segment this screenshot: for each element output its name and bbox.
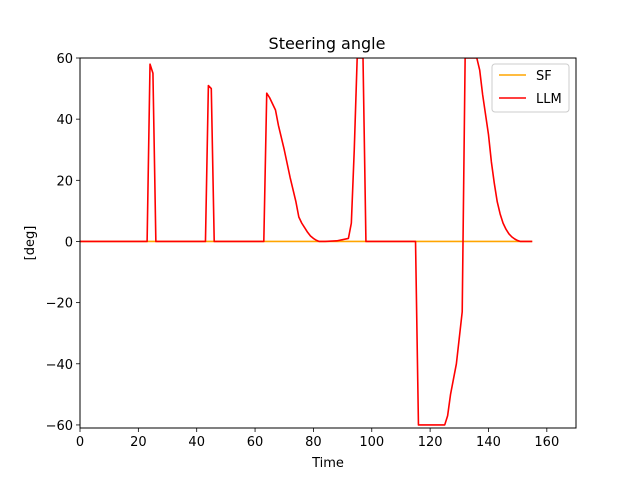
- x-tick-label: 80: [305, 435, 322, 450]
- legend-box: [491, 63, 570, 113]
- x-tick-label: 20: [130, 435, 147, 450]
- x-tick-label: 160: [534, 435, 559, 450]
- x-tick-label: 120: [418, 435, 443, 450]
- x-axis-label: Time: [311, 456, 344, 471]
- y-tick-label: −60: [46, 419, 73, 434]
- axes-frame: [79, 57, 577, 429]
- y-tick-label: −20: [46, 297, 73, 312]
- y-tick-label: 20: [56, 174, 73, 189]
- x-tick-label: 60: [247, 435, 264, 450]
- series-layer: [80, 58, 533, 426]
- legend: SF LLM: [491, 63, 570, 113]
- y-axis-ticks: −60 −40 −20 0 20 40 60: [46, 52, 80, 434]
- y-tick-label: 60: [56, 52, 73, 67]
- plot-area: [79, 57, 577, 429]
- x-tick-label: 100: [359, 435, 384, 450]
- x-tick-label: 140: [476, 435, 501, 450]
- y-tick-label: 40: [56, 113, 73, 128]
- chart-title: Steering angle: [269, 34, 386, 53]
- x-axis-ticks: 0 20 40 60 80 100 120 140 160: [76, 428, 559, 450]
- legend-label-sf: SF: [536, 69, 552, 84]
- y-axis-label: [deg]: [23, 226, 38, 261]
- y-tick-label: −40: [46, 358, 73, 373]
- x-tick-label: 40: [188, 435, 205, 450]
- x-tick-label: 0: [76, 435, 84, 450]
- series-line-llm: [80, 58, 533, 426]
- legend-label-llm: LLM: [536, 92, 562, 107]
- y-tick-label: 0: [65, 235, 73, 250]
